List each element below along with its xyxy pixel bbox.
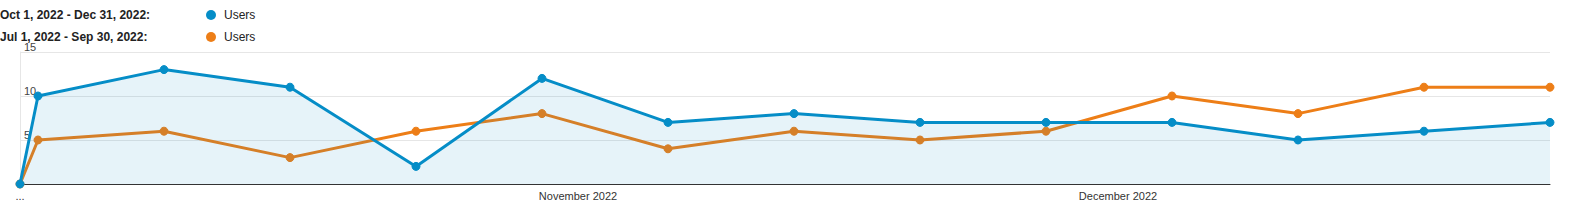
svg-text:...: ...: [15, 190, 24, 202]
svg-text:November 2022: November 2022: [539, 190, 617, 202]
svg-text:December 2022: December 2022: [1079, 190, 1157, 202]
